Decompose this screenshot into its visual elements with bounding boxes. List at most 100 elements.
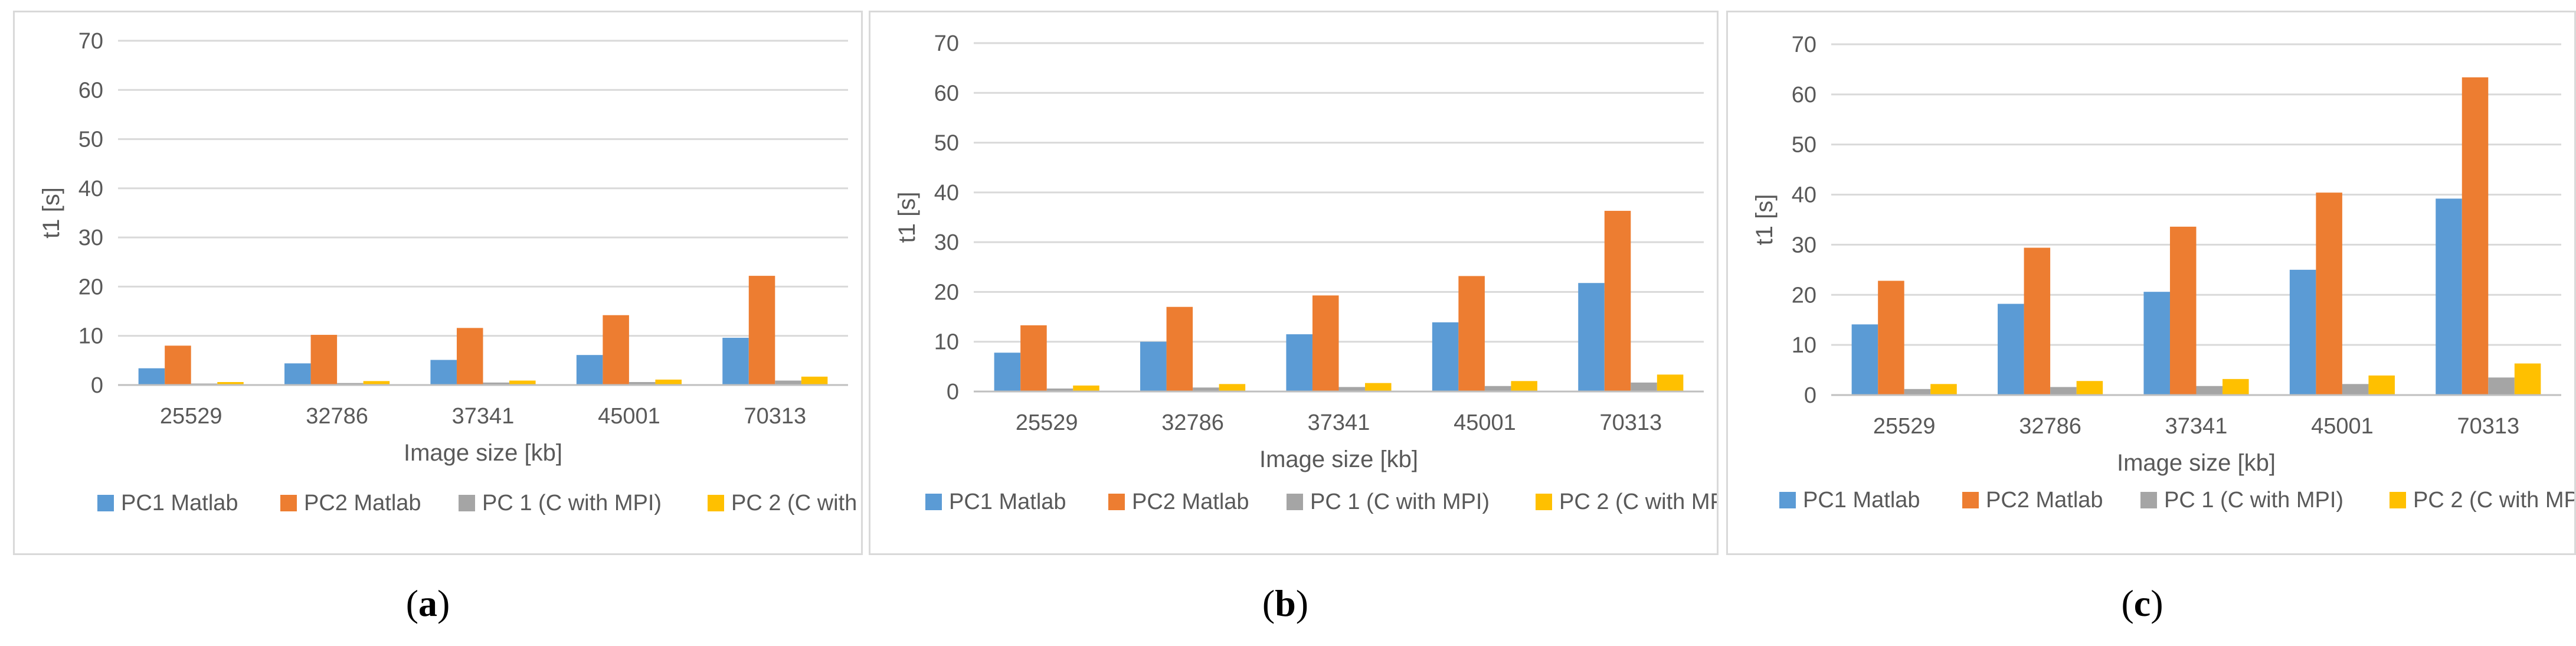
x-tick-label: 37341	[1308, 410, 1370, 435]
x-tick-label: 25529	[1873, 414, 1936, 439]
y-tick-label: 10	[1792, 333, 1816, 358]
y-tick-label: 10	[934, 330, 959, 355]
bar	[722, 338, 749, 385]
bar	[801, 376, 828, 385]
bar	[1878, 280, 1904, 395]
y-tick-label: 40	[1792, 183, 1816, 208]
caption-a: (a)	[405, 582, 450, 624]
bar	[217, 382, 244, 385]
legend-swatch	[708, 495, 724, 511]
bar	[748, 276, 775, 385]
bar	[1631, 382, 1657, 391]
legend-swatch	[1108, 494, 1125, 510]
y-tick-label: 0	[947, 380, 959, 404]
caption-c: (c)	[2121, 582, 2163, 624]
bar	[2024, 247, 2051, 395]
bar	[430, 360, 457, 385]
bar	[363, 381, 390, 385]
y-axis-title: t1 [s]	[38, 187, 64, 239]
x-tick-label: 25529	[1016, 410, 1078, 435]
legend-label: PC1 Matlab	[949, 490, 1066, 514]
x-tick-label: 70313	[744, 404, 806, 429]
bar	[1286, 334, 1312, 391]
y-tick-label: 50	[934, 131, 959, 156]
bar	[2289, 269, 2316, 395]
chart-svg-c: 0 10 20 30 40 50 60 70 25529 32786 37341 45001 70313…	[1752, 32, 2574, 513]
y-axis-title: t1 [s]	[894, 192, 920, 243]
legend-label: PC1 Matlab	[121, 491, 238, 516]
y-tick-label: 20	[78, 275, 103, 299]
bar	[456, 328, 483, 385]
bar	[2169, 226, 2197, 395]
legend-label: PC1 Matlab	[1803, 488, 1920, 513]
y-axis-title: t1 [s]	[1752, 194, 1778, 246]
bar	[1511, 381, 1537, 391]
legend-label: PC 1 (C with MPI)	[2164, 488, 2343, 513]
bar	[1904, 389, 1931, 395]
bar	[2196, 386, 2223, 395]
y-tick-label: 30	[78, 226, 103, 250]
bar	[483, 382, 510, 385]
x-tick-label: 37341	[452, 404, 515, 429]
y-tick-label: 70	[934, 31, 959, 56]
legend-swatch	[1962, 492, 1979, 508]
bar	[1930, 384, 1957, 395]
legend-swatch	[2140, 492, 2157, 508]
y-tick-label: 50	[78, 128, 103, 152]
bar	[138, 368, 165, 385]
chart-svg-b: 0 10 20 30 40 50 60 70 25529 32786 37341 45001 70313…	[894, 31, 1717, 514]
y-tick-label: 70	[78, 29, 103, 54]
bar	[1432, 322, 1459, 391]
bar	[1219, 384, 1246, 391]
bar	[2436, 198, 2462, 395]
x-tick-label: 37341	[2165, 414, 2228, 439]
bar	[2462, 77, 2489, 395]
bar	[1020, 325, 1047, 391]
x-tick-label: 45001	[1454, 410, 1516, 435]
bar	[337, 383, 364, 385]
bar	[1140, 341, 1167, 391]
legend-label: PC 1 (C with MPI)	[482, 491, 662, 516]
legend-swatch	[1779, 492, 1796, 508]
legend-label: PC2 Matlab	[1986, 488, 2103, 513]
bar	[1073, 385, 1099, 391]
x-tick-label: 25529	[160, 404, 222, 429]
legend-swatch	[2390, 492, 2406, 508]
bar	[2316, 193, 2342, 395]
bar	[284, 363, 311, 385]
bar	[1312, 295, 1339, 391]
bar	[1458, 276, 1485, 391]
bar	[1484, 386, 1511, 391]
x-tick-label: 70313	[2457, 414, 2519, 439]
y-tick-label: 0	[1804, 383, 1816, 408]
y-tick-label: 60	[78, 78, 103, 103]
bar	[1193, 387, 1219, 391]
bar	[1604, 211, 1631, 391]
y-tick-label: 50	[1792, 133, 1816, 158]
legend-label: PC 1 (C with MPI)	[1310, 490, 1490, 514]
chart-panel-a: 0 10 20 30 40 50 60 70 25529 32786 37341 45001 70313…	[13, 11, 863, 555]
bar	[2368, 375, 2395, 395]
x-tick-label: 32786	[2019, 414, 2081, 439]
legend-swatch	[1287, 494, 1303, 510]
legend-swatch	[925, 494, 942, 510]
bar	[1851, 324, 1878, 395]
legend-swatch	[1536, 494, 1552, 510]
y-tick-label: 10	[78, 324, 103, 349]
bar	[165, 345, 191, 385]
x-tick-label: 45001	[598, 404, 660, 429]
x-tick-label: 45001	[2311, 414, 2374, 439]
y-tick-label: 60	[1792, 83, 1816, 107]
bar	[1338, 387, 1366, 391]
y-tick-label: 70	[1792, 32, 1816, 57]
bar	[994, 353, 1021, 391]
y-tick-label: 20	[1792, 283, 1816, 308]
y-tick-label: 0	[91, 373, 103, 398]
bar	[2488, 377, 2515, 395]
x-tick-label: 32786	[1161, 410, 1224, 435]
bar	[1657, 374, 1684, 391]
chart-panel-b: 0 10 20 30 40 50 60 70 25529 32786 37341 45001 70313…	[869, 11, 1719, 555]
bar	[509, 380, 536, 385]
y-tick-label: 60	[934, 81, 959, 106]
bar	[2514, 363, 2541, 395]
